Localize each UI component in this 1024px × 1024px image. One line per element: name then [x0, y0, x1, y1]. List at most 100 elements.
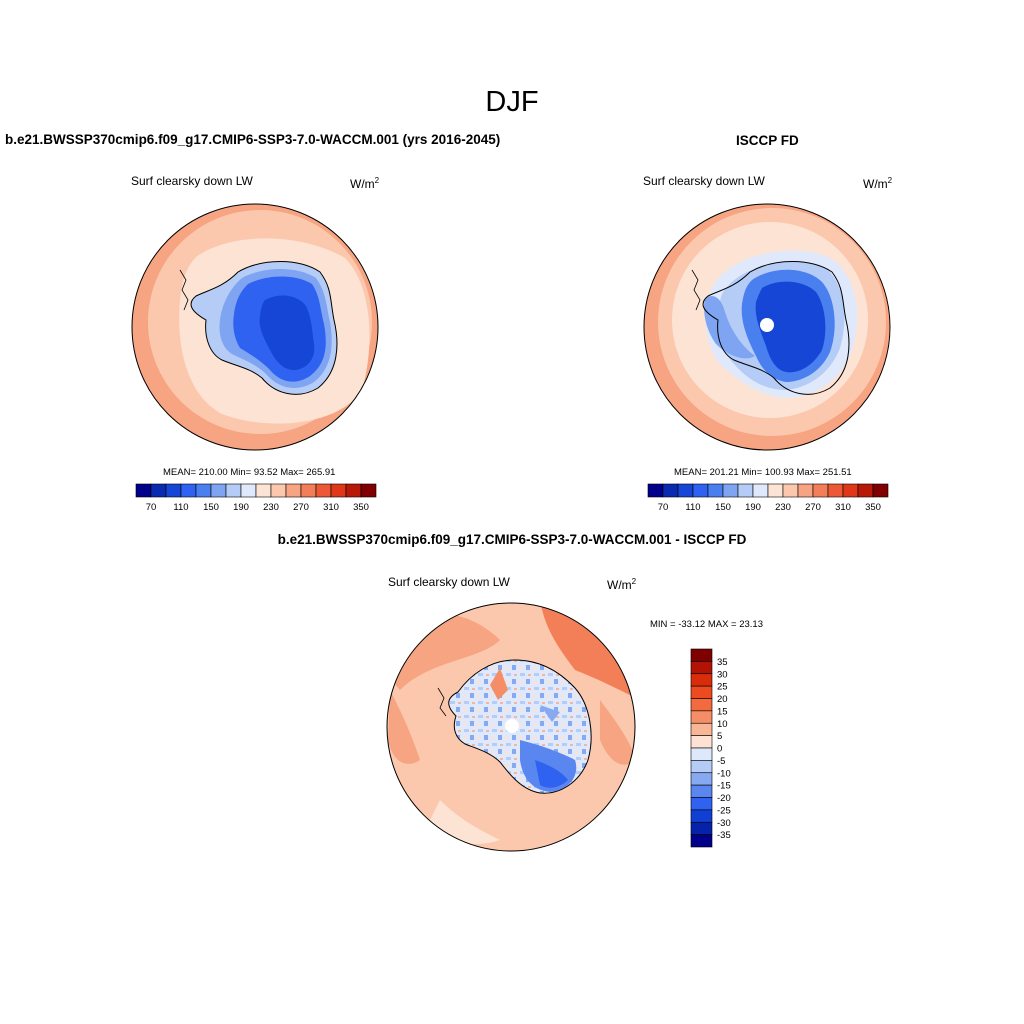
diff-unit-label: W/m2: [607, 577, 637, 592]
model-colorbar-box: [315, 483, 332, 498]
model-colorbar: 70 110 150 190 230 270 310 350: [135, 483, 377, 513]
diff-colorbar-tick-label: -15: [717, 781, 731, 792]
figure-title: DJF: [485, 86, 539, 118]
obs-colorbar-tick-label: 110: [685, 502, 700, 513]
model-colorbar-tick-label: 70: [146, 502, 157, 513]
diff-variable-label: Surf clearsky down LW: [388, 575, 510, 589]
diff-colorbar-tick-label: -25: [717, 805, 731, 816]
obs-colorbar-tick-label: 270: [805, 502, 821, 513]
obs-colorbar-tick-label: 350: [865, 502, 881, 513]
obs-colorbar-box: [827, 483, 844, 498]
diff-colorbar-tick-label: 10: [717, 719, 728, 730]
obs-colorbar-tick-label: 310: [835, 502, 851, 513]
diff-panel-title: b.e21.BWSSP370cmip6.f09_g17.CMIP6-SSP3-7…: [277, 532, 747, 547]
model-colorbar-tick-label: 150: [203, 502, 219, 513]
diff-colorbar-tick-label: 20: [717, 694, 728, 705]
obs-colorbar-box: [722, 483, 739, 498]
obs-colorbar-box: [752, 483, 769, 498]
model-colorbar-box: [285, 483, 302, 498]
obs-colorbar-box: [797, 483, 814, 498]
obs-colorbar-box: [767, 483, 784, 498]
obs-colorbar-tick-label: 230: [775, 502, 791, 513]
diff-colorbar-box: [690, 834, 713, 848]
model-unit-label: W/m2: [350, 176, 380, 191]
diff-colorbar-tick-label: 5: [717, 731, 722, 742]
diff-colorbar-box: [690, 698, 713, 712]
obs-colorbar-box: [737, 483, 754, 498]
model-colorbar-box: [150, 483, 167, 498]
obs-stats: MEAN= 201.21 Min= 100.93 Max= 251.51: [674, 467, 852, 478]
diff-colorbar-box: [690, 772, 713, 786]
obs-colorbar-box: [842, 483, 859, 498]
diff-colorbar-box: [690, 648, 713, 662]
obs-colorbar-box: [782, 483, 799, 498]
obs-colorbar-box: [677, 483, 694, 498]
model-colorbar-box: [165, 483, 182, 498]
obs-colorbar-tick-label: 150: [715, 502, 731, 513]
obs-colorbar-box: [647, 483, 664, 498]
diff-colorbar-tick-label: 25: [717, 682, 728, 693]
diff-colorbar-box: [690, 673, 713, 687]
model-panel-title: b.e21.BWSSP370cmip6.f09_g17.CMIP6-SSP3-7…: [5, 132, 501, 147]
model-map-border: [131, 203, 379, 451]
obs-colorbar-box: [692, 483, 709, 498]
diff-colorbar-tick-label: -20: [717, 793, 731, 804]
obs-colorbar-tick-label: 190: [745, 502, 761, 513]
obs-colorbar-box: [857, 483, 874, 498]
diff-colorbar-box: [690, 722, 713, 736]
model-colorbar-box: [255, 483, 272, 498]
model-map: [132, 204, 378, 450]
obs-colorbar-box: [662, 483, 679, 498]
obs-variable-label: Surf clearsky down LW: [643, 174, 765, 188]
model-colorbar-tick-label: 350: [353, 502, 369, 513]
obs-colorbar-box: [872, 483, 889, 498]
model-colorbar-tick-label: 310: [323, 502, 339, 513]
diff-colorbar-box: [690, 760, 713, 774]
obs-colorbar-box: [707, 483, 724, 498]
model-colorbar-tick-label: 190: [233, 502, 249, 513]
diff-colorbar-tick-label: 30: [717, 669, 728, 680]
model-colorbar-box: [210, 483, 227, 498]
diff-stats: MIN = -33.12 MAX = 23.13: [650, 619, 764, 630]
model-colorbar-box: [195, 483, 212, 498]
diff-colorbar-box: [690, 797, 713, 811]
obs-map-border: [643, 203, 891, 451]
model-colorbar-box: [345, 483, 362, 498]
diff-colorbar-tick-label: -5: [717, 756, 725, 767]
diff-colorbar-box: [690, 784, 713, 798]
diff-colorbar-tick-label: -10: [717, 768, 731, 779]
model-colorbar-box: [330, 483, 347, 498]
obs-unit-label: W/m2: [863, 176, 893, 191]
diff-colorbar-box: [690, 747, 713, 761]
diff-colorbar-tick-label: 35: [717, 657, 728, 668]
obs-colorbar-box: [812, 483, 829, 498]
model-colorbar-box: [240, 483, 257, 498]
diff-colorbar-box: [690, 809, 713, 823]
model-colorbar-box: [300, 483, 317, 498]
diff-colorbar-box: [690, 661, 713, 675]
diff-colorbar-box: [690, 710, 713, 724]
diff-colorbar-tick-label: 0: [717, 744, 722, 755]
diff-colorbar-tick-label: -30: [717, 818, 731, 829]
diff-map: [387, 603, 635, 851]
diff-colorbar-box: [690, 735, 713, 749]
model-colorbar-box: [360, 483, 377, 498]
model-colorbar-tick-label: 270: [293, 502, 309, 513]
model-colorbar-box: [270, 483, 287, 498]
obs-colorbar-tick-label: 70: [658, 502, 669, 513]
diff-colorbar-tick-label: -35: [717, 830, 731, 841]
model-colorbar-box: [180, 483, 197, 498]
diff-colorbar-box: [690, 821, 713, 835]
model-stats: MEAN= 210.00 Min= 93.52 Max= 265.91: [163, 467, 336, 478]
diff-colorbar-box: [690, 685, 713, 699]
model-colorbar-tick-label: 230: [263, 502, 279, 513]
diff-map-border: [386, 602, 636, 852]
obs-map: [644, 204, 890, 450]
model-variable-label: Surf clearsky down LW: [131, 174, 253, 188]
diff-colorbar-tick-label: 15: [717, 706, 728, 717]
obs-panel-title: ISCCP FD: [736, 133, 799, 148]
model-colorbar-box: [135, 483, 152, 498]
model-colorbar-box: [225, 483, 242, 498]
